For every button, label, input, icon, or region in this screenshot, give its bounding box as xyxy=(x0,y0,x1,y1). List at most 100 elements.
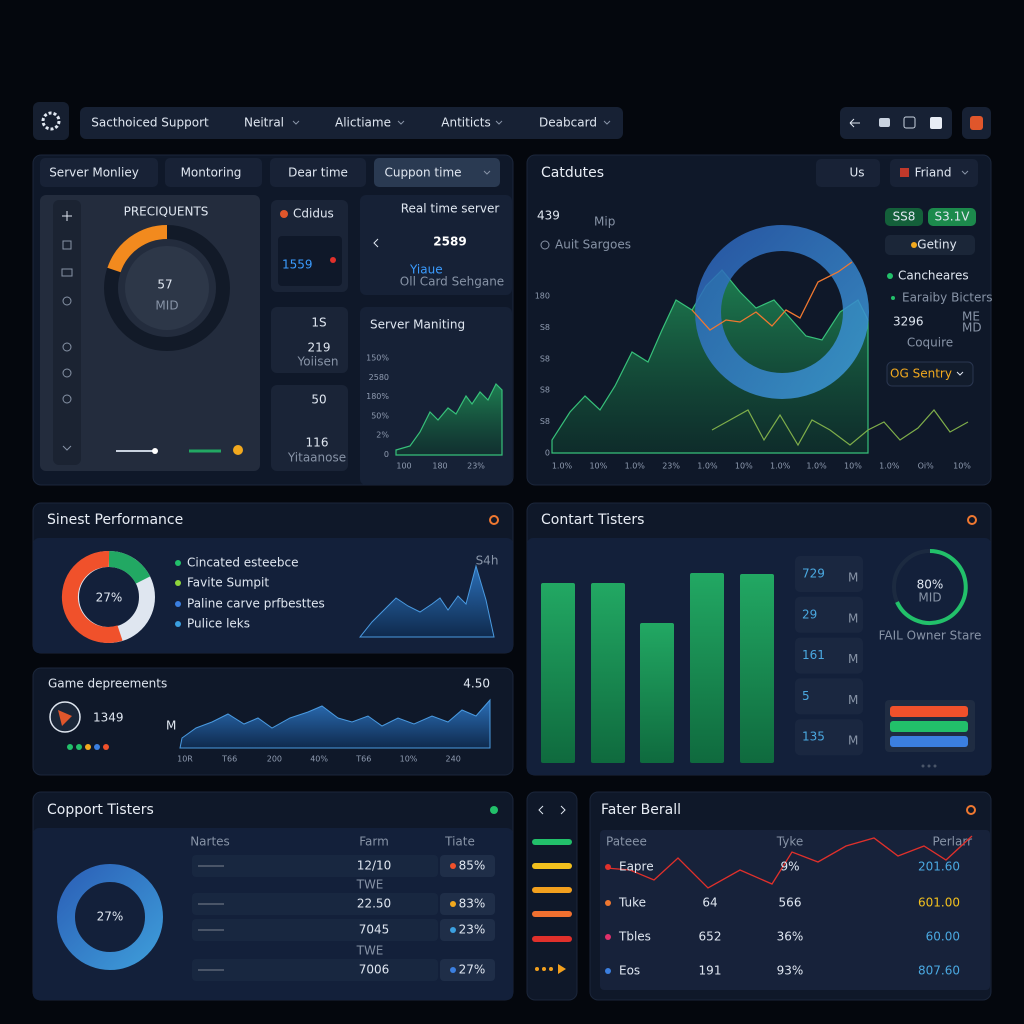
pill xyxy=(890,706,968,717)
back-icon[interactable] xyxy=(849,118,860,128)
table-rows: 12/10 85% 22.50 83% 7045 23% 7006 27% xyxy=(192,855,495,981)
y-tick-label: 150% xyxy=(366,354,389,363)
trend-line xyxy=(605,835,973,889)
nav-item[interactable]: Neitral xyxy=(244,116,284,130)
panel-icon xyxy=(967,515,977,525)
button[interactable] xyxy=(885,235,975,255)
icon[interactable] xyxy=(930,117,942,129)
x-tick-label: 10% xyxy=(735,462,753,471)
button-label[interactable]: Friand xyxy=(915,166,952,180)
metric-unit: Mip xyxy=(594,215,615,229)
tab-label[interactable]: Server Monliey xyxy=(49,166,139,180)
stat-cards: 729 M 29 M 161 M 5 M 135 M xyxy=(795,556,863,756)
button[interactable] xyxy=(890,159,978,187)
tab-label[interactable]: Dear time xyxy=(288,166,348,180)
row-name: Eos xyxy=(619,964,640,978)
metric-value: 439 xyxy=(537,209,560,223)
mini-value: 50 xyxy=(311,393,326,407)
x-ticks: 1.0% 10% 1.0% 23% 1.0% 10% 1.0% 1.0% 10% 1.0% Oi% 1… xyxy=(552,462,971,471)
row-name: Eapre xyxy=(619,860,654,874)
stat-card xyxy=(795,637,863,674)
icon[interactable] xyxy=(903,116,916,129)
row-type: 9% xyxy=(780,860,799,874)
mini-card xyxy=(271,307,348,373)
table-row xyxy=(192,959,438,981)
legend-label: Favite Sumpit xyxy=(187,576,269,590)
x-tick-label: T66 xyxy=(221,755,237,764)
stat-value: 5 xyxy=(802,689,810,703)
y-tick-label: S8 xyxy=(540,354,550,363)
row-dot xyxy=(605,900,611,906)
x-tick-label: 1.0% xyxy=(697,462,718,471)
legend-dot xyxy=(891,296,895,300)
gear-icon xyxy=(41,111,61,131)
prev-icon[interactable] xyxy=(373,238,379,248)
x-tick-label: 1.0% xyxy=(770,462,791,471)
peak-label: S4h xyxy=(476,554,499,568)
nav-item[interactable]: Alictiame xyxy=(335,116,391,130)
tab-label[interactable]: Cuppon time xyxy=(384,166,461,180)
button[interactable] xyxy=(816,159,880,187)
realtime-label: Yiaue xyxy=(409,263,443,277)
button-label[interactable]: Us xyxy=(849,166,864,180)
chip-label[interactable]: S3.1V xyxy=(935,210,971,224)
row-pill-label: 83% xyxy=(459,897,486,911)
gauge-card xyxy=(40,195,260,471)
stat-value: 729 xyxy=(802,567,825,581)
chevron xyxy=(961,170,969,175)
icon[interactable] xyxy=(879,118,890,127)
table-rows: Eapre 9% 201.60 Tuke 64 566 601.00 Tbles 652 36% 6… xyxy=(605,860,960,978)
gauge-arc xyxy=(107,225,168,273)
chevron xyxy=(483,170,491,175)
candidates-ring xyxy=(695,225,869,399)
logo-box[interactable] xyxy=(33,102,69,140)
chip[interactable] xyxy=(885,208,923,226)
row-note: TWE xyxy=(356,944,384,958)
y-tick-label: 2580 xyxy=(369,373,389,382)
sidebar xyxy=(53,200,81,465)
stat-value: 135 xyxy=(802,730,825,744)
button-icon xyxy=(911,242,917,248)
button-label[interactable]: Getiny xyxy=(917,238,956,252)
donut-label: 80% xyxy=(917,578,944,592)
peak-label: 4.50 xyxy=(463,677,490,691)
row-count: 191 xyxy=(699,964,722,978)
row-dot xyxy=(450,967,456,973)
y-tick-label: 0 xyxy=(545,449,550,458)
tab-active xyxy=(374,158,500,187)
tab-label[interactable]: Montoring xyxy=(181,166,242,180)
row-count: 64 xyxy=(702,896,717,910)
column-header: Farm xyxy=(359,835,389,849)
status-bars xyxy=(532,839,572,974)
status-dot xyxy=(233,445,243,455)
row-perf: 60.00 xyxy=(926,930,960,944)
donut-label: 27% xyxy=(96,591,123,605)
select-label[interactable]: OG Sentry xyxy=(890,367,952,381)
add-icon[interactable] xyxy=(62,211,72,221)
pill xyxy=(890,736,968,747)
pager[interactable] xyxy=(921,764,937,768)
row-value: 7045 xyxy=(359,923,390,937)
slider-knob[interactable] xyxy=(152,448,158,454)
nav-item[interactable]: Antiticts xyxy=(441,116,490,130)
chevrons xyxy=(292,120,611,125)
select[interactable] xyxy=(886,361,974,387)
x-ticks: 100 180 23% xyxy=(396,462,485,471)
stat-unit: M xyxy=(848,611,858,625)
nav-item[interactable]: Sacthoiced Support xyxy=(91,116,209,130)
stat-unit: ME xyxy=(962,310,980,324)
row-dot xyxy=(605,934,611,940)
legend-dot xyxy=(175,580,181,586)
pager-arrows[interactable] xyxy=(538,805,566,815)
chip[interactable] xyxy=(928,208,976,226)
donut-arc xyxy=(895,549,968,625)
legend-dot xyxy=(175,601,181,607)
x-tick-label: 1.0% xyxy=(879,462,900,471)
x-tick-label: 10R xyxy=(177,755,193,764)
profile-icon xyxy=(970,116,983,130)
nav-item[interactable]: Deabcard xyxy=(539,116,597,130)
chip-label[interactable]: SS8 xyxy=(893,210,916,224)
panel-title: Fater Berall xyxy=(601,802,681,818)
x-tick-label: 40% xyxy=(310,755,328,764)
mini-sub: 116 xyxy=(306,436,329,450)
